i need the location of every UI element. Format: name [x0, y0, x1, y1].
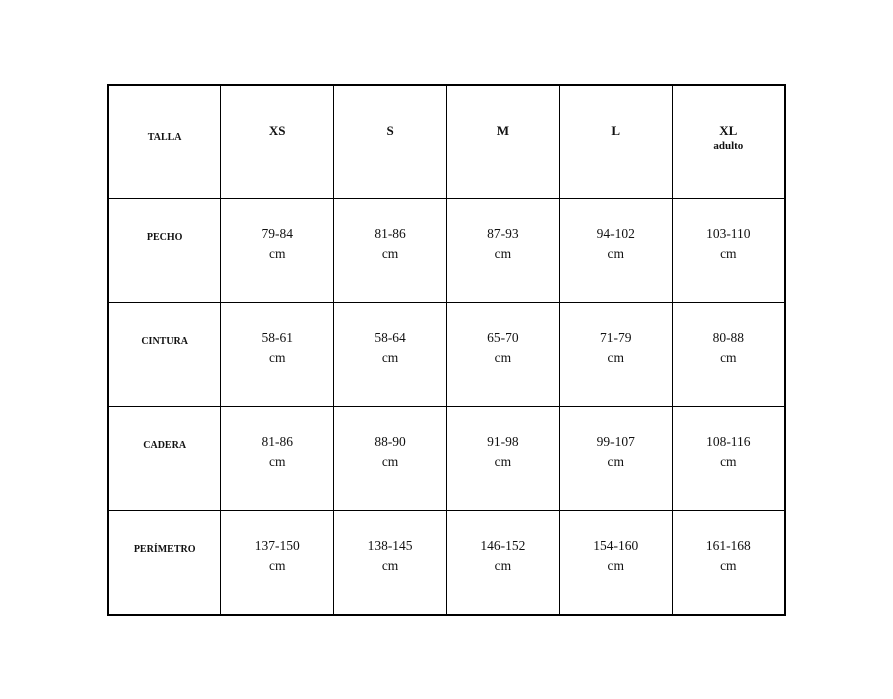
measurement-unit: cm — [720, 245, 737, 261]
row-label: CINTURA — [141, 335, 188, 347]
measurement-value: 87-93 — [487, 225, 519, 241]
measurement-value: 81-86 — [261, 434, 293, 450]
measurement-value: 94-102 — [596, 225, 635, 241]
measurement-cell: 99-107 cm — [558, 406, 673, 512]
measurement-cell: 91-98 cm — [445, 406, 560, 512]
size-label: XS — [268, 123, 286, 138]
table-row: CINTURA 58-61 cm 58-64 cm 65-70 cm 71-79 cm 80-88… — [107, 301, 786, 408]
row-label: CADERA — [143, 440, 187, 452]
measurement-unit: cm — [607, 454, 624, 470]
corner-cell: TALLA — [107, 84, 222, 199]
size-chart-table: TALLA XS S M L XL adulto PECHO 79-84 cm 81-86 cm 8… — [107, 84, 786, 616]
size-header-cell: XL adulto — [671, 84, 786, 199]
measurement-unit: cm — [494, 558, 512, 574]
measurement-unit: cm — [381, 349, 399, 365]
corner-label: TALLA — [147, 132, 182, 143]
measurement-cell: 81-86 cm — [333, 197, 447, 303]
measurement-cell: 94-102 cm — [558, 197, 673, 303]
measurement-value: 80-88 — [712, 329, 745, 345]
row-label-cell: CINTURA — [107, 301, 222, 408]
measurement-unit: cm — [268, 245, 286, 261]
size-header-cell: S — [333, 84, 447, 199]
measurement-cell: 103-110 cm — [671, 197, 786, 303]
measurement-cell: 154-160 cm — [558, 510, 673, 616]
table-row: PECHO 79-84 cm 81-86 cm 87-93 cm 94-102 cm 103-11… — [107, 197, 786, 303]
measurement-cell: 58-61 cm — [220, 301, 335, 408]
measurement-value: 65-70 — [487, 329, 519, 345]
measurement-cell: 137-150 cm — [220, 510, 335, 616]
measurement-value: 137-150 — [254, 538, 300, 554]
measurement-cell: 87-93 cm — [445, 197, 560, 303]
measurement-value: 161-168 — [705, 538, 751, 554]
measurement-unit: cm — [268, 454, 286, 470]
table-row: PERÍMETRO 137-150 cm 138-145 cm 146-152 cm 154-… — [107, 510, 786, 616]
row-label-cell: PECHO — [107, 197, 222, 303]
table-row: CADERA 81-86 cm 88-90 cm 91-98 cm 99-107 cm 108-1… — [107, 406, 786, 512]
measurement-unit: cm — [381, 454, 399, 470]
measurement-cell: 88-90 cm — [333, 406, 447, 512]
measurement-cell: 58-64 cm — [333, 301, 447, 408]
measurement-cell: 80-88 cm — [671, 301, 786, 408]
measurement-cell: 71-79 cm — [558, 301, 673, 408]
measurement-value: 88-90 — [374, 434, 406, 450]
row-label: PECHO — [146, 231, 183, 243]
measurement-unit: cm — [494, 454, 512, 470]
row-label-cell: PERÍMETRO — [107, 510, 222, 616]
size-label: M — [496, 123, 510, 138]
measurement-unit: cm — [494, 349, 512, 365]
measurement-cell: 79-84 cm — [220, 197, 335, 303]
measurement-cell: 65-70 cm — [445, 301, 560, 408]
measurement-unit: cm — [381, 558, 399, 574]
measurement-unit: cm — [607, 349, 624, 365]
row-label: PERÍMETRO — [133, 544, 196, 556]
measurement-unit: cm — [494, 245, 512, 261]
measurement-cell: 146-152 cm — [445, 510, 560, 616]
measurement-value: 154-160 — [593, 538, 639, 554]
size-label: S — [386, 123, 394, 138]
measurement-value: 91-98 — [487, 434, 519, 450]
measurement-unit: cm — [607, 245, 624, 261]
measurement-value: 103-110 — [706, 225, 751, 241]
measurement-cell: 161-168 cm — [671, 510, 786, 616]
measurement-unit: cm — [607, 558, 624, 574]
measurement-unit: cm — [720, 349, 737, 365]
size-header-cell: M — [445, 84, 560, 199]
measurement-cell: 81-86 cm — [220, 406, 335, 512]
measurement-value: 108-116 — [706, 434, 751, 450]
measurement-value: 71-79 — [599, 329, 632, 345]
size-label: XL — [719, 123, 738, 138]
measurement-value: 99-107 — [596, 434, 635, 450]
measurement-value: 81-86 — [374, 225, 406, 241]
measurement-unit: cm — [720, 558, 737, 574]
measurement-value: 138-145 — [367, 538, 413, 554]
measurement-unit: cm — [381, 245, 399, 261]
header-row: TALLA XS S M L XL adulto — [107, 84, 786, 199]
measurement-unit: cm — [720, 454, 737, 470]
measurement-cell: 108-116 cm — [671, 406, 786, 512]
size-label: L — [611, 123, 621, 138]
measurement-value: 146-152 — [480, 538, 526, 554]
measurement-value: 58-61 — [261, 329, 293, 345]
measurement-value: 58-64 — [374, 329, 406, 345]
size-header-cell: XS — [220, 84, 335, 199]
measurement-unit: cm — [268, 349, 286, 365]
size-sublabel: adulto — [713, 140, 744, 152]
measurement-cell: 138-145 cm — [333, 510, 447, 616]
measurement-unit: cm — [268, 558, 286, 574]
size-header-cell: L — [558, 84, 673, 199]
measurement-value: 79-84 — [261, 225, 293, 241]
row-label-cell: CADERA — [107, 406, 222, 512]
